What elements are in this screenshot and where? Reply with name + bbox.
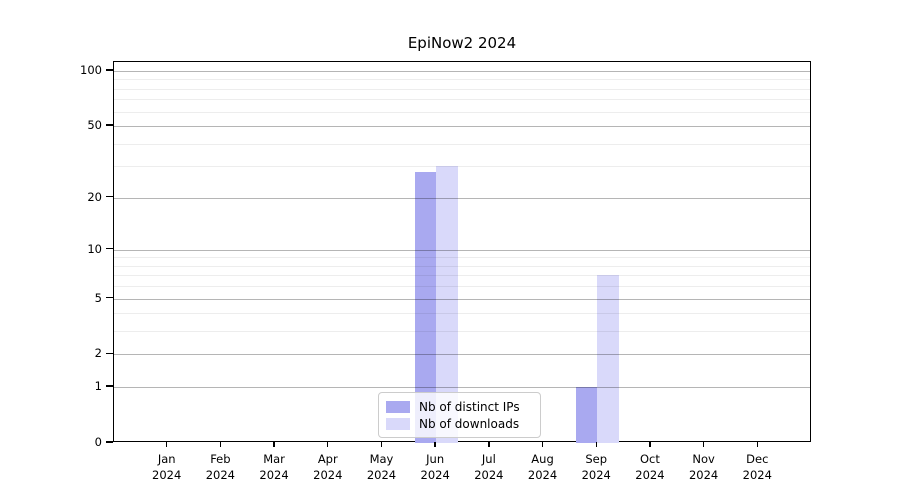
x-axis-tick xyxy=(541,442,544,447)
x-tick-month: Aug xyxy=(531,452,554,466)
legend-label-distinct-ips: Nb of distinct IPs xyxy=(419,399,520,414)
x-axis-tick xyxy=(380,442,383,447)
x-tick-month: Apr xyxy=(317,452,338,466)
x-tick-label: Sep 2024 xyxy=(582,451,611,483)
x-tick-year: 2024 xyxy=(152,468,182,483)
x-axis-tick xyxy=(756,442,758,447)
x-tick-year: 2024 xyxy=(366,468,397,483)
x-tick-label: Dec 2024 xyxy=(743,451,772,483)
y-tick-label: 5 xyxy=(94,290,102,305)
x-tick-year: 2024 xyxy=(742,468,772,483)
x-tick-month: Jan xyxy=(157,452,176,466)
x-tick-label: Apr 2024 xyxy=(313,451,342,483)
minor-gridline xyxy=(114,286,810,288)
bar-downloads-sep xyxy=(597,275,619,443)
minor-gridline xyxy=(114,331,810,333)
x-tick-label: Nov 2024 xyxy=(689,451,718,483)
x-axis-tick xyxy=(649,442,651,447)
legend: Nb of distinct IPs Nb of downloads xyxy=(378,392,541,438)
x-tick-month: Dec xyxy=(746,452,769,466)
plot-area xyxy=(113,61,811,443)
x-tick-month: Oct xyxy=(639,452,660,466)
x-tick-label: Oct 2024 xyxy=(635,451,664,483)
major-gridline xyxy=(114,197,810,199)
x-axis-tick xyxy=(702,442,705,447)
y-tick-label: 0 xyxy=(94,435,102,449)
x-tick-year: 2024 xyxy=(527,468,558,483)
x-axis-tick xyxy=(165,442,168,447)
x-tick-label: Mar 2024 xyxy=(259,451,288,483)
legend-swatch-distinct-ips xyxy=(386,400,410,413)
x-tick-label: Jun 2024 xyxy=(421,451,450,483)
x-axis-tick xyxy=(219,442,222,447)
x-tick-month: Nov xyxy=(692,452,715,466)
minor-gridline xyxy=(114,257,810,259)
x-tick-year: 2024 xyxy=(688,468,719,483)
bar-downloads-jun xyxy=(436,166,458,443)
x-axis-tick xyxy=(488,442,490,447)
y-axis-tick xyxy=(106,385,113,387)
minor-gridline xyxy=(114,275,810,277)
x-tick-month: Jun xyxy=(426,452,445,466)
minor-gridline xyxy=(114,265,810,267)
x-tick-label: May 2024 xyxy=(367,451,396,483)
x-tick-label: Feb 2024 xyxy=(206,451,235,483)
y-tick-label: 20 xyxy=(87,189,102,204)
x-tick-month: Sep xyxy=(585,452,608,466)
y-tick-label: 2 xyxy=(94,346,102,361)
major-gridline xyxy=(114,387,810,389)
minor-gridline xyxy=(114,166,810,168)
x-tick-month: May xyxy=(369,452,394,466)
x-tick-label: Jul 2024 xyxy=(474,451,503,483)
x-axis-tick xyxy=(327,442,329,447)
x-tick-year: 2024 xyxy=(635,468,665,483)
x-tick-label: Jan 2024 xyxy=(152,451,181,483)
x-axis-tick xyxy=(595,442,597,447)
y-axis-tick xyxy=(106,441,113,443)
major-gridline xyxy=(114,298,810,300)
x-tick-month: Mar xyxy=(263,452,285,466)
legend-label-downloads: Nb of downloads xyxy=(419,416,520,431)
x-tick-year: 2024 xyxy=(474,468,504,483)
y-axis-tick xyxy=(106,124,113,126)
y-tick-label: 50 xyxy=(87,118,102,133)
x-tick-year: 2024 xyxy=(313,468,343,483)
y-axis-tick xyxy=(106,69,113,71)
x-tick-label: Aug 2024 xyxy=(528,451,557,483)
bar-distinct-ips-jun xyxy=(414,171,437,443)
y-axis-tick xyxy=(106,195,113,198)
x-tick-year: 2024 xyxy=(581,468,611,483)
y-axis-tick xyxy=(106,352,113,355)
x-axis-tick xyxy=(273,442,275,447)
legend-swatch-downloads xyxy=(386,417,410,430)
minor-gridline xyxy=(114,88,810,90)
minor-gridline xyxy=(114,143,810,145)
x-axis-tick xyxy=(434,442,436,447)
x-tick-year: 2024 xyxy=(205,468,236,483)
major-gridline xyxy=(114,354,810,356)
major-gridline xyxy=(114,126,810,128)
minor-gridline xyxy=(114,79,810,81)
x-tick-year: 2024 xyxy=(420,468,450,483)
major-gridline xyxy=(114,71,810,73)
y-axis-tick xyxy=(106,296,113,299)
y-axis-tick xyxy=(106,248,113,250)
minor-gridline xyxy=(114,313,810,315)
legend-row-downloads: Nb of downloads xyxy=(386,417,531,431)
minor-gridline xyxy=(114,99,810,101)
y-tick-label: 100 xyxy=(80,63,102,78)
bar-distinct-ips-sep xyxy=(575,387,598,443)
legend-row-distinct-ips: Nb of distinct IPs xyxy=(386,400,531,414)
x-tick-month: Feb xyxy=(210,452,231,466)
x-tick-year: 2024 xyxy=(259,468,289,483)
y-tick-label: 10 xyxy=(87,241,102,256)
x-tick-month: Jul xyxy=(481,452,496,466)
minor-gridline xyxy=(114,111,810,113)
chart-title: EpiNow2 2024 xyxy=(407,34,517,52)
y-tick-label: 1 xyxy=(94,379,102,394)
major-gridline xyxy=(114,249,810,251)
